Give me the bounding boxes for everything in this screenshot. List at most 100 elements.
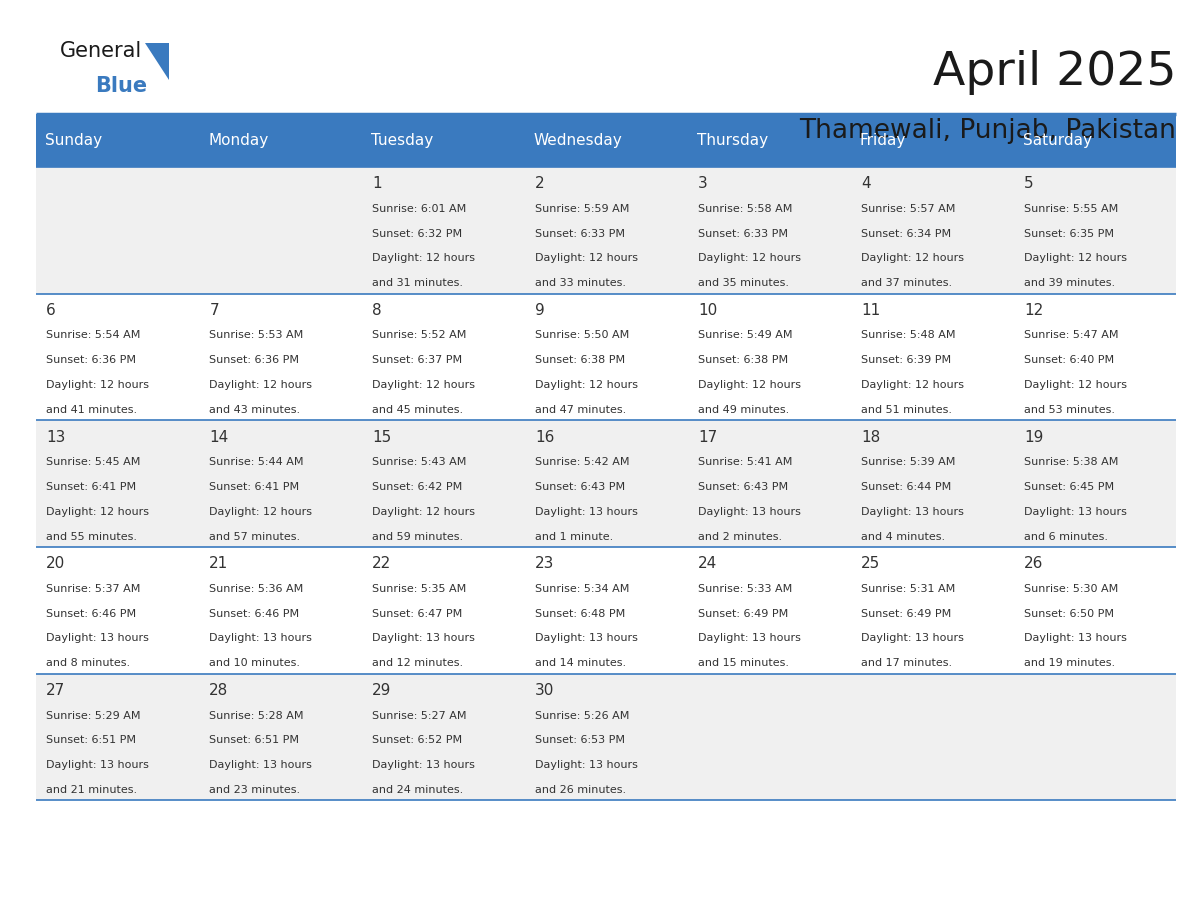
Text: 20: 20 bbox=[46, 556, 65, 571]
Text: 7: 7 bbox=[209, 303, 219, 318]
Text: Sunrise: 5:50 AM: Sunrise: 5:50 AM bbox=[535, 330, 630, 341]
Text: 5: 5 bbox=[1024, 176, 1034, 191]
Text: Sunrise: 5:58 AM: Sunrise: 5:58 AM bbox=[699, 204, 792, 214]
Text: Daylight: 12 hours: Daylight: 12 hours bbox=[209, 380, 312, 390]
Text: Sunset: 6:52 PM: Sunset: 6:52 PM bbox=[372, 735, 462, 745]
Text: 3: 3 bbox=[699, 176, 708, 191]
Text: Daylight: 12 hours: Daylight: 12 hours bbox=[535, 253, 638, 263]
Text: Sunday: Sunday bbox=[45, 133, 102, 148]
Text: Sunset: 6:40 PM: Sunset: 6:40 PM bbox=[1024, 355, 1114, 365]
Text: 16: 16 bbox=[535, 430, 555, 444]
Text: Sunrise: 5:34 AM: Sunrise: 5:34 AM bbox=[535, 584, 630, 594]
Text: and 1 minute.: and 1 minute. bbox=[535, 532, 613, 542]
Text: Daylight: 13 hours: Daylight: 13 hours bbox=[535, 633, 638, 644]
Text: General: General bbox=[59, 41, 141, 62]
Text: Thursday: Thursday bbox=[697, 133, 767, 148]
Text: Daylight: 13 hours: Daylight: 13 hours bbox=[1024, 633, 1126, 644]
Text: and 4 minutes.: and 4 minutes. bbox=[861, 532, 946, 542]
Polygon shape bbox=[145, 43, 169, 80]
Text: Sunrise: 5:52 AM: Sunrise: 5:52 AM bbox=[372, 330, 467, 341]
Text: Sunset: 6:42 PM: Sunset: 6:42 PM bbox=[372, 482, 462, 492]
Text: Sunset: 6:46 PM: Sunset: 6:46 PM bbox=[209, 609, 299, 619]
Text: Daylight: 13 hours: Daylight: 13 hours bbox=[861, 633, 963, 644]
Text: and 35 minutes.: and 35 minutes. bbox=[699, 278, 789, 288]
Text: Daylight: 12 hours: Daylight: 12 hours bbox=[46, 380, 150, 390]
Bar bbox=[36, 674, 1176, 800]
Text: 6: 6 bbox=[46, 303, 56, 318]
Text: Sunset: 6:33 PM: Sunset: 6:33 PM bbox=[699, 229, 788, 239]
Text: Daylight: 12 hours: Daylight: 12 hours bbox=[46, 507, 150, 517]
Text: and 24 minutes.: and 24 minutes. bbox=[372, 785, 463, 795]
Text: 27: 27 bbox=[46, 683, 65, 698]
Text: 12: 12 bbox=[1024, 303, 1043, 318]
Text: Daylight: 12 hours: Daylight: 12 hours bbox=[372, 507, 475, 517]
Text: and 12 minutes.: and 12 minutes. bbox=[372, 658, 463, 668]
Text: Sunset: 6:49 PM: Sunset: 6:49 PM bbox=[699, 609, 789, 619]
Text: and 37 minutes.: and 37 minutes. bbox=[861, 278, 952, 288]
Text: Daylight: 13 hours: Daylight: 13 hours bbox=[535, 760, 638, 770]
Text: Friday: Friday bbox=[860, 133, 906, 148]
Text: Daylight: 12 hours: Daylight: 12 hours bbox=[699, 253, 801, 263]
Text: and 41 minutes.: and 41 minutes. bbox=[46, 405, 138, 415]
Text: Daylight: 12 hours: Daylight: 12 hours bbox=[699, 380, 801, 390]
Text: Thamewali, Punjab, Pakistan: Thamewali, Punjab, Pakistan bbox=[800, 118, 1176, 143]
Text: Sunrise: 5:26 AM: Sunrise: 5:26 AM bbox=[535, 711, 630, 721]
Text: Sunset: 6:34 PM: Sunset: 6:34 PM bbox=[861, 229, 952, 239]
Text: 19: 19 bbox=[1024, 430, 1043, 444]
Text: 11: 11 bbox=[861, 303, 880, 318]
Text: Sunset: 6:45 PM: Sunset: 6:45 PM bbox=[1024, 482, 1114, 492]
Bar bbox=[851, 114, 1013, 167]
Text: Blue: Blue bbox=[95, 76, 147, 96]
Text: Sunrise: 5:42 AM: Sunrise: 5:42 AM bbox=[535, 457, 630, 467]
Text: and 53 minutes.: and 53 minutes. bbox=[1024, 405, 1114, 415]
Text: Daylight: 12 hours: Daylight: 12 hours bbox=[535, 380, 638, 390]
Bar bbox=[36, 547, 1176, 674]
Text: 24: 24 bbox=[699, 556, 718, 571]
Bar bbox=[36, 294, 1176, 420]
Text: Sunset: 6:51 PM: Sunset: 6:51 PM bbox=[46, 735, 137, 745]
Text: Sunrise: 5:49 AM: Sunrise: 5:49 AM bbox=[699, 330, 792, 341]
Bar bbox=[1013, 114, 1176, 167]
Text: Sunset: 6:44 PM: Sunset: 6:44 PM bbox=[861, 482, 952, 492]
Text: Sunset: 6:39 PM: Sunset: 6:39 PM bbox=[861, 355, 952, 365]
Bar bbox=[36, 114, 198, 167]
Text: Sunrise: 5:41 AM: Sunrise: 5:41 AM bbox=[699, 457, 792, 467]
Text: and 55 minutes.: and 55 minutes. bbox=[46, 532, 138, 542]
Text: Sunset: 6:43 PM: Sunset: 6:43 PM bbox=[535, 482, 625, 492]
Text: Sunrise: 6:01 AM: Sunrise: 6:01 AM bbox=[372, 204, 467, 214]
Text: Sunrise: 5:31 AM: Sunrise: 5:31 AM bbox=[861, 584, 955, 594]
Text: Daylight: 12 hours: Daylight: 12 hours bbox=[209, 507, 312, 517]
Text: and 23 minutes.: and 23 minutes. bbox=[209, 785, 301, 795]
Text: Sunrise: 5:59 AM: Sunrise: 5:59 AM bbox=[535, 204, 630, 214]
Bar bbox=[688, 114, 851, 167]
Text: and 10 minutes.: and 10 minutes. bbox=[209, 658, 301, 668]
Text: 30: 30 bbox=[535, 683, 555, 698]
Text: Daylight: 12 hours: Daylight: 12 hours bbox=[1024, 380, 1127, 390]
Text: Daylight: 13 hours: Daylight: 13 hours bbox=[209, 760, 312, 770]
Text: and 39 minutes.: and 39 minutes. bbox=[1024, 278, 1116, 288]
Text: and 51 minutes.: and 51 minutes. bbox=[861, 405, 952, 415]
Text: Sunset: 6:36 PM: Sunset: 6:36 PM bbox=[209, 355, 299, 365]
Text: 28: 28 bbox=[209, 683, 228, 698]
Text: Sunset: 6:47 PM: Sunset: 6:47 PM bbox=[372, 609, 462, 619]
Text: Sunrise: 5:29 AM: Sunrise: 5:29 AM bbox=[46, 711, 141, 721]
Text: 9: 9 bbox=[535, 303, 545, 318]
Text: Sunset: 6:38 PM: Sunset: 6:38 PM bbox=[535, 355, 625, 365]
Text: Sunrise: 5:43 AM: Sunrise: 5:43 AM bbox=[372, 457, 467, 467]
Text: Sunrise: 5:33 AM: Sunrise: 5:33 AM bbox=[699, 584, 792, 594]
Text: Sunset: 6:43 PM: Sunset: 6:43 PM bbox=[699, 482, 788, 492]
Bar bbox=[36, 420, 1176, 547]
Text: Daylight: 12 hours: Daylight: 12 hours bbox=[861, 253, 963, 263]
Text: Sunset: 6:51 PM: Sunset: 6:51 PM bbox=[209, 735, 299, 745]
Text: 17: 17 bbox=[699, 430, 718, 444]
Text: 1: 1 bbox=[372, 176, 381, 191]
Text: Sunset: 6:37 PM: Sunset: 6:37 PM bbox=[372, 355, 462, 365]
Text: and 43 minutes.: and 43 minutes. bbox=[209, 405, 301, 415]
Text: Sunrise: 5:48 AM: Sunrise: 5:48 AM bbox=[861, 330, 955, 341]
Text: Sunset: 6:48 PM: Sunset: 6:48 PM bbox=[535, 609, 625, 619]
Text: Daylight: 13 hours: Daylight: 13 hours bbox=[372, 633, 475, 644]
Text: Sunset: 6:32 PM: Sunset: 6:32 PM bbox=[372, 229, 462, 239]
Text: Sunrise: 5:36 AM: Sunrise: 5:36 AM bbox=[209, 584, 303, 594]
Text: and 45 minutes.: and 45 minutes. bbox=[372, 405, 463, 415]
Text: 2: 2 bbox=[535, 176, 545, 191]
